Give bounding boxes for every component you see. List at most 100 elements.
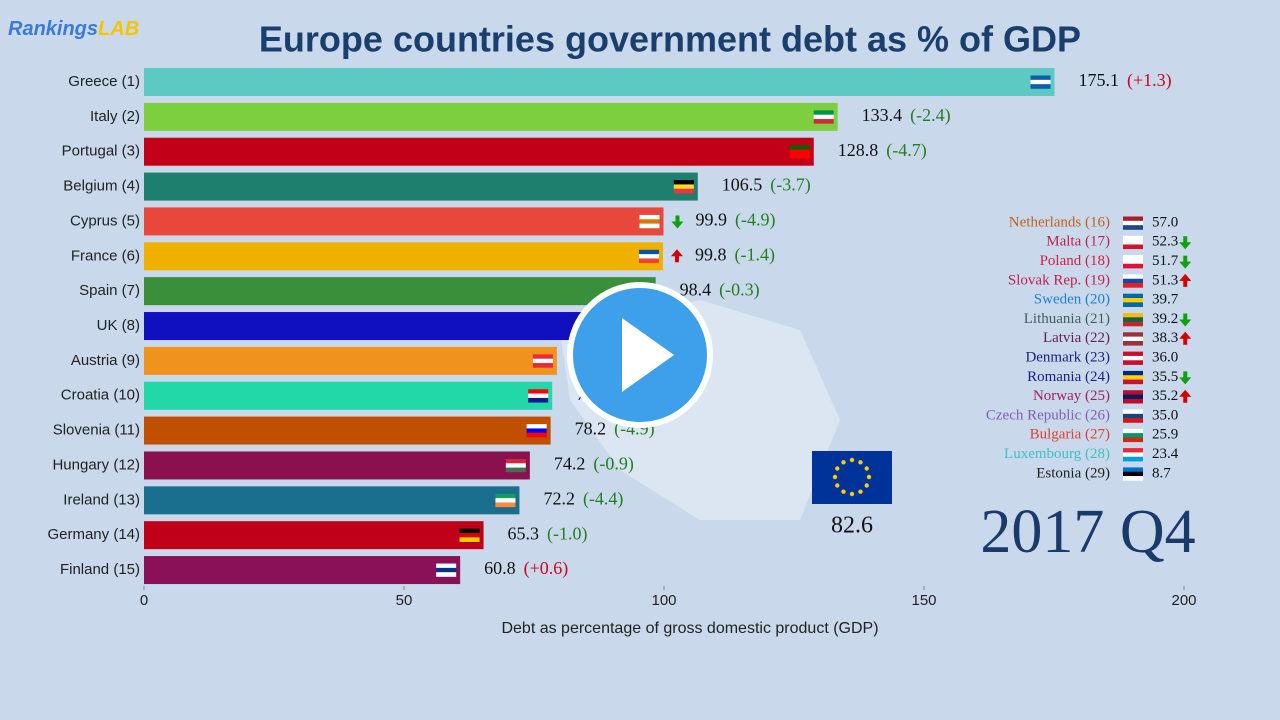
bar-flag <box>673 180 694 185</box>
bar-flag <box>673 184 694 190</box>
other-flag <box>1123 360 1143 365</box>
other-flag <box>1123 235 1143 241</box>
eu-star <box>841 460 846 465</box>
other-value: 8.7 <box>1152 465 1171 481</box>
other-flag <box>1123 220 1143 226</box>
play-button[interactable] <box>567 282 713 428</box>
other-flag <box>1123 413 1143 419</box>
other-value: 51.3 <box>1152 272 1178 288</box>
bar-flag <box>526 432 547 438</box>
other-flag <box>1123 375 1143 380</box>
other-flag <box>1123 225 1143 230</box>
other-name: Poland (18) <box>1040 253 1110 269</box>
y-tick-label: Germany (14) <box>47 526 140 543</box>
other-name: Romania (24) <box>1027 369 1110 385</box>
other-flag <box>1123 259 1143 265</box>
other-name: Norway (25) <box>1033 388 1110 404</box>
eu-star <box>849 457 855 463</box>
other-name: Malta (17) <box>1046 234 1110 250</box>
value-label: 99.9 <box>695 210 727 230</box>
trend-arrow <box>1179 331 1192 345</box>
bar <box>144 521 484 550</box>
eu-value: 82.6 <box>831 513 873 539</box>
bar <box>144 172 698 201</box>
other-flag <box>1123 370 1143 376</box>
y-tick-label: Belgium (4) <box>63 178 140 195</box>
other-flag <box>1123 448 1143 453</box>
value-label: 65.3 <box>508 523 540 543</box>
change-label: (+0.6) <box>524 558 569 579</box>
other-flag <box>1123 351 1143 357</box>
logo-second: LAB <box>98 18 139 40</box>
other-name: Bulgaria (27) <box>1030 427 1110 443</box>
value-label: 99.8 <box>695 244 727 264</box>
chart-title: Europe countries government debt as % of… <box>259 19 1081 60</box>
x-axis-label: Debt as percentage of gross domestic pro… <box>501 620 878 637</box>
eu-star <box>849 491 855 497</box>
other-flag <box>1123 433 1143 438</box>
other-flag <box>1123 255 1143 260</box>
y-tick-label: France (6) <box>71 247 140 264</box>
bar-flag <box>638 258 659 264</box>
x-tick-label: 50 <box>396 592 413 609</box>
bar <box>144 68 1055 96</box>
other-flag <box>1123 452 1143 458</box>
eu-star <box>858 460 863 465</box>
eu-star <box>835 466 840 471</box>
logo-first: Rankings <box>8 18 98 40</box>
trend-arrow <box>1179 255 1192 269</box>
trend-arrow <box>1179 313 1192 327</box>
bar-flag <box>436 572 457 577</box>
bar-flag <box>528 397 549 403</box>
bar-flag <box>495 493 516 499</box>
bar-flag <box>532 354 553 360</box>
other-value: 51.7 <box>1152 253 1179 269</box>
y-tick-label: Austria (9) <box>71 352 140 369</box>
y-tick-label: Hungary (12) <box>52 456 140 473</box>
y-tick-label: Portugal (3) <box>62 143 140 160</box>
other-flag <box>1123 394 1143 400</box>
y-tick-label: Greece (1) <box>68 73 140 90</box>
bar-flag <box>1030 84 1051 89</box>
bar-flag <box>638 254 659 259</box>
other-flag <box>1123 240 1143 245</box>
other-flag <box>1123 244 1143 250</box>
bar-flag <box>639 223 660 229</box>
other-flag <box>1123 379 1143 385</box>
eu-stars <box>832 457 872 497</box>
eu-star <box>866 474 872 480</box>
other-flag <box>1123 278 1143 284</box>
other-flag <box>1123 293 1143 299</box>
bar-flag <box>528 393 549 399</box>
bar-flag <box>789 145 810 150</box>
value-label: 98.4 <box>680 279 712 299</box>
other-name: Sweden (20) <box>1034 292 1110 308</box>
bar-flag <box>459 528 480 534</box>
trend-arrow <box>671 215 684 229</box>
other-name: Czech Republic (26) <box>986 407 1110 423</box>
value-label: 60.8 <box>484 558 516 578</box>
bar-flag <box>526 424 547 429</box>
other-value: 36.0 <box>1152 350 1178 366</box>
eu-star <box>864 483 869 488</box>
bar-flag <box>532 358 553 364</box>
bar-flag <box>459 533 480 538</box>
other-value: 35.0 <box>1152 407 1178 423</box>
x-tick-label: 0 <box>140 592 148 609</box>
bar-flag <box>436 567 457 573</box>
y-tick-label: Finland (15) <box>60 561 140 578</box>
eu-star <box>841 489 846 494</box>
other-flag <box>1123 317 1143 322</box>
other-flag <box>1123 471 1143 477</box>
change-label: (+1.3) <box>1127 70 1172 91</box>
bar <box>144 242 663 271</box>
change-label: (-3.7) <box>770 175 810 196</box>
eu-star <box>858 489 863 494</box>
change-label: (-4.4) <box>583 488 623 509</box>
value-label: 106.5 <box>722 175 763 195</box>
bar-flag <box>639 214 660 220</box>
eu-star <box>835 483 840 488</box>
bar-flag <box>459 537 480 542</box>
